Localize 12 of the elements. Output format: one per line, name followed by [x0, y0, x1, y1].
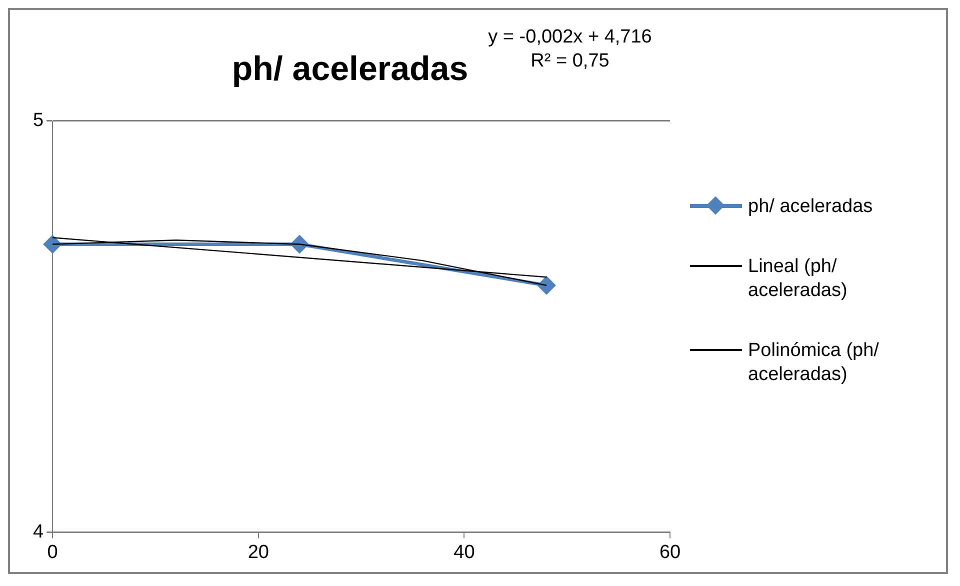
chart-title: ph/ aceleradas: [232, 50, 468, 88]
y-tick-label: 4: [32, 521, 44, 542]
legend-label: ph/ aceleradas: [748, 195, 873, 219]
x-tick-label: 0: [47, 542, 58, 563]
y-tick-label: 5: [32, 110, 44, 132]
legend-label: Lineal (ph/ aceleradas): [748, 255, 848, 303]
text: y = -0,002x + 4,716: [488, 26, 652, 48]
legend-label: Polinómica (ph/ aceleradas): [748, 339, 880, 387]
text: R² = 0,75: [530, 50, 610, 72]
x-tick-label: 60: [659, 542, 681, 563]
x-tick-label: 40: [454, 542, 475, 563]
x-tick-label: 20: [248, 542, 269, 563]
